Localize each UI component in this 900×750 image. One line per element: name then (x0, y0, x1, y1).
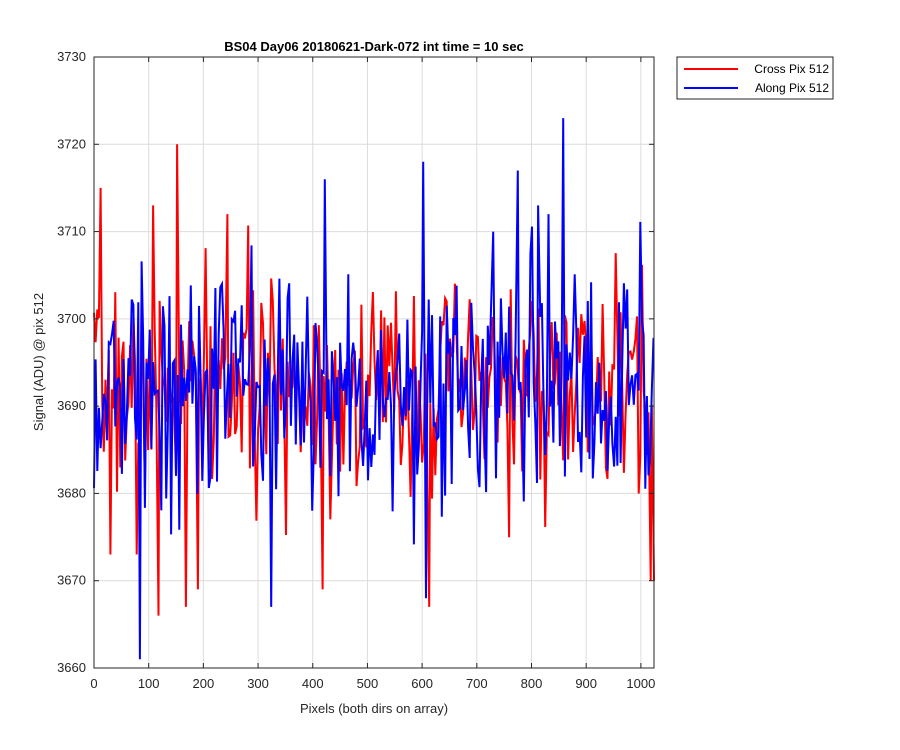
x-tick-label: 300 (247, 676, 269, 691)
x-axis-label: Pixels (both dirs on array) (300, 701, 448, 716)
y-tick-label: 3670 (57, 573, 86, 588)
x-tick-label: 200 (193, 676, 215, 691)
x-tick-label: 100 (138, 676, 160, 691)
legend-label-along: Along Pix 512 (755, 81, 829, 95)
x-tick-label: 600 (411, 676, 433, 691)
axis-ticks: 0 100 200 300 400 500 600 700 800 900 1000 3660 3670… (57, 49, 655, 691)
chart-title: BS04 Day06 20180621-Dark-072 int time = … (224, 39, 524, 54)
legend-box (676, 56, 834, 100)
y-tick-label: 3710 (57, 224, 86, 239)
y-tick-label: 3700 (57, 311, 86, 326)
y-tick-label: 3730 (57, 49, 86, 64)
y-tick-label: 3690 (57, 398, 86, 413)
y-tick-label: 3720 (57, 136, 86, 151)
x-tick-label: 800 (521, 676, 543, 691)
x-tick-label: 700 (466, 676, 488, 691)
x-tick-label: 0 (90, 676, 97, 691)
legend-label-cross: Cross Pix 512 (754, 62, 829, 76)
y-tick-label: 3660 (57, 660, 86, 675)
x-tick-label: 1000 (626, 676, 655, 691)
series-lines (93, 118, 655, 660)
legend: Cross Pix 512 Along Pix 512 (676, 56, 834, 100)
x-tick-label: 500 (357, 676, 379, 691)
x-tick-label: 900 (575, 676, 597, 691)
y-tick-label: 3680 (57, 485, 86, 500)
series-line-along-pix-512 (93, 118, 655, 660)
y-axis-label: Signal (ADU) @ pix 512 (31, 293, 46, 431)
plot-frame (93, 56, 655, 669)
series-line-cross-pix-512 (93, 144, 655, 616)
x-tick-label: 400 (302, 676, 324, 691)
